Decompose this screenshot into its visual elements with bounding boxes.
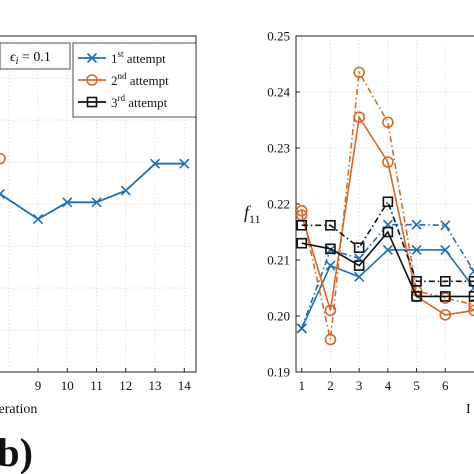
left-series-group [0, 152, 190, 225]
series-line [301, 230, 474, 298]
data-point [439, 275, 451, 287]
series-line [300, 114, 474, 316]
x-tick-label: 9 [35, 378, 42, 393]
right-series-3 [296, 111, 474, 321]
x-tick-label: 10 [61, 378, 74, 393]
data-point [468, 266, 474, 277]
right-y-axis-label: f11 [244, 202, 261, 226]
y-tick-label: 0.23 [267, 141, 290, 156]
data-point [382, 116, 394, 129]
left-series-1 [0, 158, 190, 225]
data-point [382, 226, 394, 238]
data-point [468, 299, 474, 311]
right-x-axis-label-partial: I [466, 402, 471, 417]
x-tick-label: 5 [413, 378, 420, 393]
data-point [468, 304, 474, 317]
data-point [296, 219, 308, 231]
y-tick-label: 0.19 [267, 365, 290, 380]
legend-entry-1: 1st attempt [78, 49, 166, 66]
svg-text:ϵi = 0.1: ϵi = 0.1 [10, 50, 51, 67]
data-point [325, 260, 336, 271]
data-point [325, 219, 336, 231]
data-point [324, 304, 337, 317]
data-point [325, 243, 336, 255]
legend-entry-2: 2nd attempt [78, 71, 169, 88]
data-point [440, 220, 451, 231]
data-point [411, 219, 422, 230]
legend: 1st attempt 2nd attempt 3rd attempt [72, 42, 197, 118]
data-point [324, 333, 337, 346]
data-point [468, 291, 474, 302]
series-line [0, 162, 185, 221]
x-tick-label: 11 [90, 378, 103, 393]
right-series-5 [296, 226, 474, 302]
legend-label: 2nd attempt [111, 71, 169, 88]
data-point [120, 185, 131, 196]
series-line [301, 199, 474, 283]
data-point [353, 66, 365, 79]
legend-label: 1st attempt [111, 49, 166, 66]
x-tick-label: 1 [298, 378, 305, 393]
y-tick-label: 0.21 [267, 253, 290, 268]
x-tick-label: 2 [327, 378, 334, 393]
left-chart: 9 10 11 12 13 14 Iteration ϵi = 0.1 1st attem… [0, 35, 197, 417]
legend-marker [86, 74, 98, 86]
x-tick-label: 12 [119, 378, 132, 393]
left-x-ticks: 9 10 11 12 13 14 [35, 368, 192, 393]
right-ticks: 0.19 0.20 0.21 0.22 0.23 0.24 0.25 1 2 3 4 5 6 [267, 29, 449, 394]
legend-entry-3: 3rd attempt [78, 93, 168, 110]
legend-label: 3rd attempt [111, 93, 168, 110]
series-line [300, 69, 474, 340]
data-point [440, 244, 451, 255]
data-point [382, 196, 394, 208]
x-tick-label: 3 [356, 378, 363, 393]
y-tick-label: 0.25 [267, 29, 290, 44]
panel-letter: (b) [0, 430, 33, 474]
data-point [32, 214, 44, 225]
right-series-6 [296, 196, 474, 287]
data-point [382, 156, 394, 168]
data-point [411, 291, 422, 302]
legend-marker [86, 96, 98, 108]
epsilon-annotation: ϵi = 0.1 [0, 42, 71, 70]
x-tick-label: 6 [442, 378, 449, 393]
y-tick-label: 0.20 [267, 309, 290, 324]
data-point [411, 275, 422, 287]
data-point [353, 260, 365, 271]
data-point [439, 309, 452, 321]
data-point [354, 271, 365, 282]
data-point [353, 242, 365, 253]
data-point [296, 323, 307, 334]
right-grid [296, 36, 474, 372]
data-point [62, 197, 73, 208]
x-tick-label: 13 [149, 378, 162, 393]
data-point [296, 237, 308, 249]
right-series-group [296, 66, 474, 346]
y-tick-label: 0.22 [267, 197, 290, 212]
data-point [0, 188, 6, 199]
data-point [0, 152, 6, 165]
y-tick-label: 0.24 [267, 85, 290, 100]
legend-marker [86, 52, 98, 64]
data-point [439, 291, 451, 302]
x-tick-label: 4 [385, 378, 392, 393]
data-point [411, 244, 422, 255]
data-point [468, 275, 474, 287]
data-point [296, 204, 308, 217]
right-chart: 0.19 0.20 0.21 0.22 0.23 0.24 0.25 1 2 3 4 5 6 f11 I [244, 29, 474, 417]
data-point [179, 158, 190, 169]
left-x-axis-label: Iteration [0, 402, 37, 417]
data-point [149, 158, 161, 169]
data-point [382, 244, 393, 255]
left-axes-frame [0, 35, 197, 373]
x-tick-label: 14 [178, 378, 192, 393]
data-point [91, 197, 102, 208]
left-series-2 [0, 152, 6, 165]
